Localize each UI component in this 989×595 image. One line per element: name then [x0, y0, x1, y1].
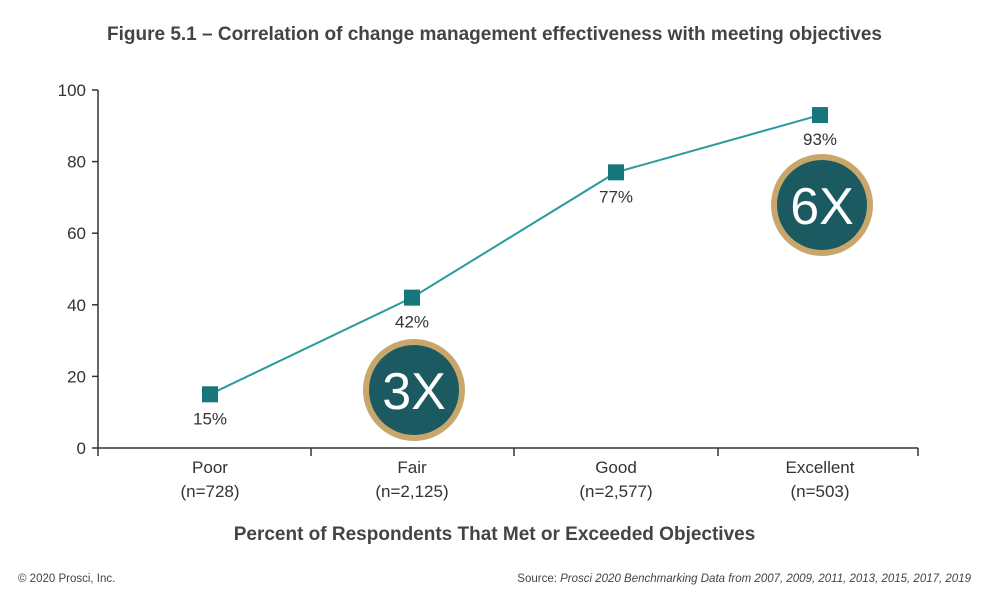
chart-title: Figure 5.1 – Correlation of change manag…: [107, 24, 882, 45]
x-tick-sublabel: (n=2,125): [375, 482, 448, 501]
y-tick-label: 80: [67, 153, 86, 172]
data-label: 15%: [193, 409, 227, 428]
x-tick-label: Good: [595, 458, 637, 477]
data-label: 93%: [803, 130, 837, 149]
x-tick-sublabel: (n=2,577): [579, 482, 652, 501]
axes: 0 20 40 60 80 100 Poor (n=728) Fair (n=2,125) Good…: [58, 81, 919, 501]
x-tick-label: Fair: [397, 458, 427, 477]
series: 15% 42% 77% 93%: [193, 107, 837, 428]
data-point: [202, 386, 218, 403]
badge-label: 3X: [382, 363, 446, 421]
series-line: [209, 114, 821, 396]
y-tick-label: 20: [67, 367, 86, 386]
multiplier-badge: 3X: [363, 339, 465, 441]
x-tick-label: Poor: [192, 458, 228, 477]
data-point: [812, 107, 828, 124]
y-tick-label: 40: [67, 296, 86, 315]
y-tick-label: 0: [77, 439, 86, 458]
badges: 3X 6X: [363, 154, 873, 441]
data-label: 77%: [599, 187, 633, 206]
source-prefix: Source:: [517, 573, 561, 585]
badge-fill: [369, 345, 459, 435]
badge-fill: [777, 160, 867, 250]
source-note: Source: Prosci 2020 Benchmarking Data fr…: [517, 573, 971, 585]
x-tick-sublabel: (n=503): [790, 482, 849, 501]
badge-label: 6X: [790, 178, 854, 236]
x-tick-label: Excellent: [786, 458, 855, 477]
data-point: [608, 164, 624, 181]
y-tick-label: 60: [67, 224, 86, 243]
source-text: Prosci 2020 Benchmarking Data from 2007,…: [560, 573, 971, 585]
x-axis-title: Percent of Respondents That Met or Excee…: [233, 524, 756, 545]
data-label: 42%: [395, 313, 429, 332]
data-point: [404, 289, 420, 306]
y-tick-label: 100: [58, 81, 86, 100]
x-tick-sublabel: (n=728): [180, 482, 239, 501]
multiplier-badge: 6X: [771, 154, 873, 256]
copyright: © 2020 Prosci, Inc.: [18, 573, 116, 585]
